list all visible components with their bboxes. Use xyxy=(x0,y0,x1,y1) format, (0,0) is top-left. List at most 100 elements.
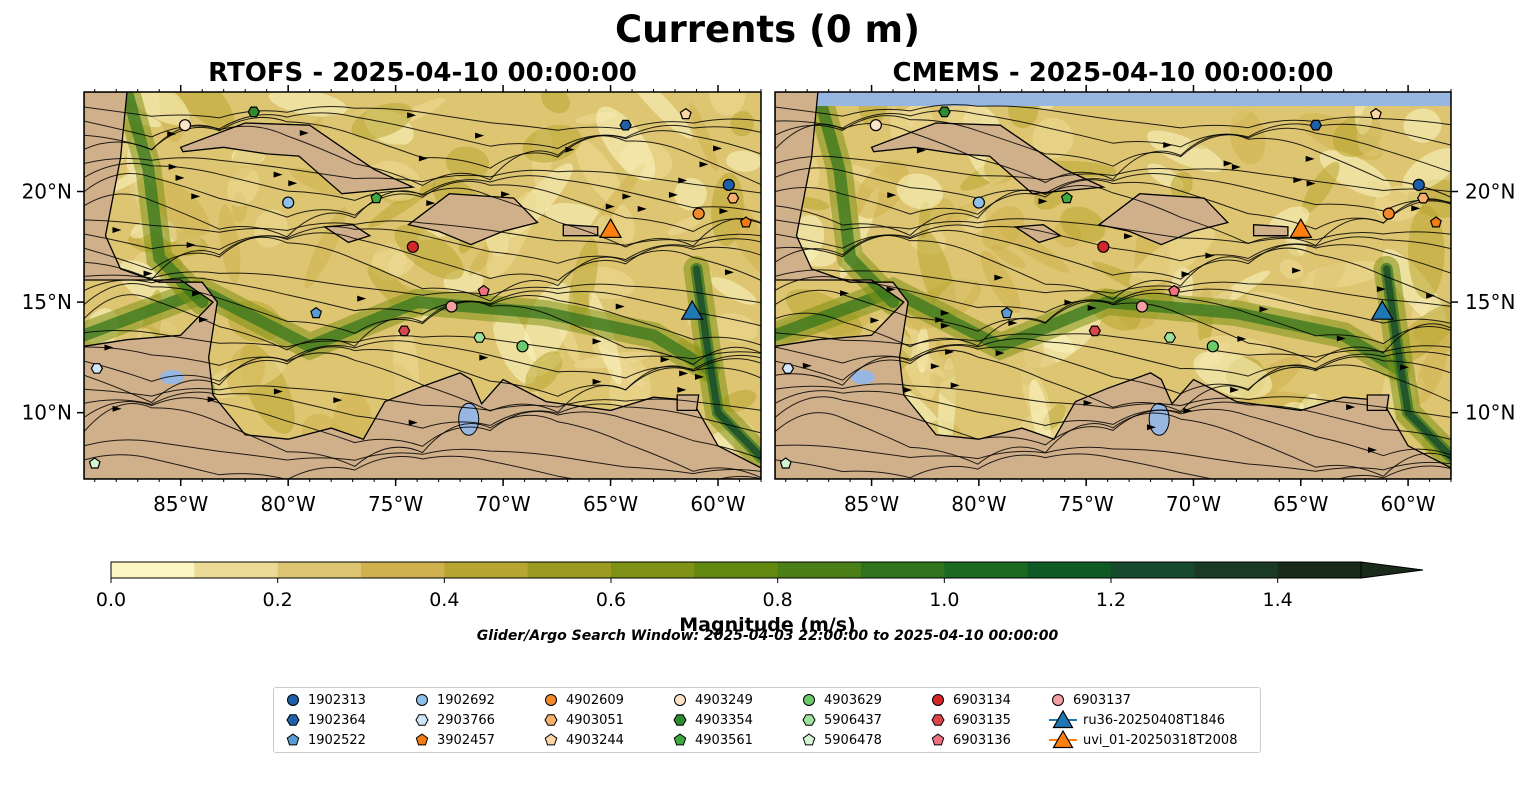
legend-entry-4903249: 4903249 xyxy=(671,690,753,710)
colorbar-segment xyxy=(944,562,1029,578)
circle-marker-icon xyxy=(287,694,299,706)
pentagon-marker-icon xyxy=(802,733,816,746)
marker-4903561 xyxy=(370,191,383,204)
no-data-band xyxy=(775,92,1451,106)
pentagon-marker-icon xyxy=(415,733,429,746)
marker-uvi_01-20250318T2008 xyxy=(598,218,623,238)
lat-tick-label: 15°N xyxy=(22,290,72,314)
marker-4903051 xyxy=(1416,192,1430,204)
colorbar-segment xyxy=(111,562,195,578)
marker-4903561 xyxy=(1060,191,1073,204)
colorbar-segment xyxy=(777,562,862,578)
marker-uvi_01-20250318T2008 xyxy=(1289,217,1313,238)
marker-4903629 xyxy=(1206,340,1219,353)
legend-entry-uvi_01-20250318T2008: uvi_01-20250318T2008 xyxy=(1049,730,1237,750)
search-window-text: Glider/Argo Search Window: 2025-04-03 22… xyxy=(476,628,1059,644)
legend-label: 4903561 xyxy=(695,732,753,748)
legend-label: 6903135 xyxy=(953,712,1011,728)
marker-6903136 xyxy=(1168,284,1181,297)
legend-label: 6903136 xyxy=(953,732,1011,748)
legend-label: 4903249 xyxy=(695,692,753,708)
float-markers xyxy=(779,106,1442,469)
streamlines xyxy=(775,104,1451,479)
colorbar-tick-label: 0.6 xyxy=(596,589,626,611)
legend: 1902313 1902364 1902522 1902692 2903766 39024… xyxy=(273,687,1261,753)
lat-tick-label: 20°N xyxy=(22,180,72,204)
lon-tick-label: 65°W xyxy=(583,492,638,516)
marker-4903354 xyxy=(247,106,260,118)
legend-entry-ru36-20250408T1846: ru36-20250408T1846 xyxy=(1049,710,1225,730)
lon-tick-label: 75°W xyxy=(368,492,423,516)
legend-entry-6903136: 6903136 xyxy=(929,730,1011,750)
marker-6903134 xyxy=(406,240,419,253)
hexagon-marker-icon xyxy=(673,714,687,726)
map-frame xyxy=(83,91,762,480)
lon-tick-label: 85°W xyxy=(153,492,208,516)
legend-entry-4903244: 4903244 xyxy=(542,730,624,750)
legend-label: 4902609 xyxy=(566,692,624,708)
legend-label: 1902313 xyxy=(308,692,366,708)
legend-entry-2903766: 2903766 xyxy=(413,710,495,730)
marker-4902609 xyxy=(692,207,705,220)
marker-6903134 xyxy=(1097,240,1110,253)
colorbar-tick-label: 0.2 xyxy=(263,589,293,611)
colorbar-segment xyxy=(527,562,612,578)
colorbar-segment xyxy=(361,562,445,578)
marker-1902364 xyxy=(1309,119,1322,131)
circle-marker-icon xyxy=(545,694,557,706)
lon-tick-label: 80°W xyxy=(261,492,316,516)
marker-1902692 xyxy=(972,196,985,209)
marker-6903135 xyxy=(1088,325,1101,337)
colorbar: 0.0 0.2 0.4 0.6 0.8 1.0 1.2 1.4 xyxy=(96,561,1424,611)
colorbar-segment xyxy=(194,562,279,578)
lon-tick-label: 65°W xyxy=(1273,492,1328,516)
marker-2903766 xyxy=(90,363,104,374)
map-frame xyxy=(774,91,1452,480)
lon-tick-label: 70°W xyxy=(475,492,530,516)
legend-label: 4903244 xyxy=(566,732,624,748)
marker-5906437 xyxy=(473,332,486,343)
lon-tick-label: 75°W xyxy=(1059,492,1114,516)
legend-entry-6903134: 6903134 xyxy=(929,690,1011,710)
streamlines xyxy=(84,106,761,479)
marker-4903249 xyxy=(178,119,192,132)
legend-label: ru36-20250408T1846 xyxy=(1083,712,1226,728)
pentagon-marker-icon xyxy=(931,733,945,746)
marker-1902313 xyxy=(1412,178,1425,191)
colorbar-tick-label: 1.2 xyxy=(1096,589,1126,611)
legend-label: 5906437 xyxy=(824,712,882,728)
colorbar-tick-label: 0.4 xyxy=(429,589,459,611)
marker-5906478 xyxy=(88,457,101,469)
hexagon-marker-icon xyxy=(802,714,816,726)
legend-entry-4903561: 4903561 xyxy=(671,730,753,750)
marker-1902364 xyxy=(619,119,632,131)
marker-ru36-20250408T1846 xyxy=(1370,299,1394,320)
lat-tick-label: 10°N xyxy=(22,401,72,425)
marker-5906478 xyxy=(779,457,792,469)
marker-6903137 xyxy=(1135,300,1149,313)
hexagon-marker-icon xyxy=(544,714,558,726)
marker-3902457 xyxy=(739,216,752,228)
legend-entry-4902609: 4902609 xyxy=(542,690,624,710)
figure-title: Currents (0 m) xyxy=(614,8,920,51)
marker-1902522 xyxy=(1000,306,1013,319)
legend-label: 3902457 xyxy=(437,732,495,748)
rtofs-map-panel: 85°W 80°W 75°W 70°W 65°W 60°W 20°N 15°N 10°N xyxy=(22,85,762,516)
marker-6903137 xyxy=(445,300,458,313)
triangle-marker-icon xyxy=(1049,730,1077,749)
legend-entry-5906478: 5906478 xyxy=(800,730,882,750)
colorbar-tick-label: 1.4 xyxy=(1263,589,1293,611)
colorbar-segment xyxy=(694,562,779,578)
legend-label: 1902692 xyxy=(437,692,495,708)
legend-entry-5906437: 5906437 xyxy=(800,710,882,730)
marker-1902522 xyxy=(310,306,323,319)
marker-4903244 xyxy=(1369,107,1382,120)
marker-4903051 xyxy=(726,192,740,204)
pentagon-marker-icon xyxy=(673,733,687,746)
colorbar-segment xyxy=(861,562,945,578)
hexagon-marker-icon xyxy=(286,714,300,726)
marker-6903135 xyxy=(398,325,411,337)
legend-label: 6903137 xyxy=(1073,692,1131,708)
circle-marker-icon xyxy=(932,694,944,706)
